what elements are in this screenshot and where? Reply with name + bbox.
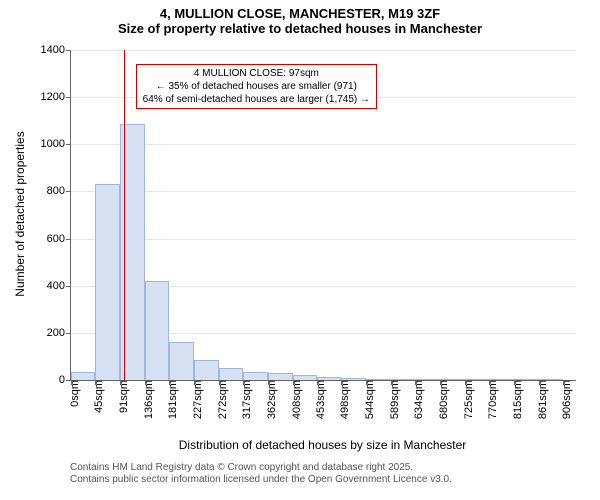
xtick-label: 272sqm xyxy=(211,380,229,419)
ytick-label: 1400 xyxy=(41,44,71,56)
footnote-line1: Contains HM Land Registry data © Crown c… xyxy=(70,462,452,474)
bar xyxy=(95,184,120,380)
xtick-label: 45sqm xyxy=(87,380,105,413)
chart-container: 4, MULLION CLOSE, MANCHESTER, M19 3ZF Si… xyxy=(0,0,600,500)
ytick-label: 600 xyxy=(47,233,71,245)
footnote-line2: Contains public sector information licen… xyxy=(70,474,452,486)
xtick-label: 906sqm xyxy=(555,380,573,419)
annotation-line3: 64% of semi-detached houses are larger (… xyxy=(143,93,370,106)
plot-area: 4 MULLION CLOSE: 97sqm ← 35% of detached… xyxy=(70,50,576,381)
bar xyxy=(268,373,293,380)
y-axis-label: Number of detached properties xyxy=(13,114,27,314)
marker-line xyxy=(124,50,126,380)
gridline xyxy=(71,191,576,192)
bar xyxy=(194,360,218,380)
bar xyxy=(219,368,243,380)
xtick-label: 0sqm xyxy=(63,380,81,407)
annotation-line2: ← 35% of detached houses are smaller (97… xyxy=(143,80,370,93)
xtick-label: 498sqm xyxy=(333,380,351,419)
xtick-label: 815sqm xyxy=(506,380,524,419)
xtick-label: 861sqm xyxy=(531,380,549,419)
gridline xyxy=(71,144,576,145)
xtick-label: 408sqm xyxy=(285,380,303,419)
ytick-label: 200 xyxy=(47,327,71,339)
title-line2: Size of property relative to detached ho… xyxy=(0,21,600,36)
xtick-label: 544sqm xyxy=(358,380,376,419)
xtick-label: 227sqm xyxy=(186,380,204,419)
xtick-label: 91sqm xyxy=(112,380,130,413)
chart-title: 4, MULLION CLOSE, MANCHESTER, M19 3ZF Si… xyxy=(0,6,600,36)
gridline xyxy=(71,50,576,51)
xtick-label: 362sqm xyxy=(260,380,278,419)
xtick-label: 634sqm xyxy=(407,380,425,419)
ytick-label: 400 xyxy=(47,280,71,292)
ytick-label: 800 xyxy=(47,185,71,197)
xtick-label: 181sqm xyxy=(161,380,179,419)
ytick-label: 1000 xyxy=(41,138,71,150)
xtick-label: 136sqm xyxy=(137,380,155,419)
gridline xyxy=(71,239,576,240)
annotation-box: 4 MULLION CLOSE: 97sqm ← 35% of detached… xyxy=(136,64,377,109)
ytick-label: 1200 xyxy=(41,91,71,103)
footnote: Contains HM Land Registry data © Crown c… xyxy=(70,462,452,486)
x-axis-label: Distribution of detached houses by size … xyxy=(70,438,575,452)
xtick-label: 680sqm xyxy=(432,380,450,419)
bar xyxy=(169,342,194,380)
bar xyxy=(71,372,95,380)
xtick-label: 725sqm xyxy=(457,380,475,419)
annotation-line1: 4 MULLION CLOSE: 97sqm xyxy=(143,67,370,80)
xtick-label: 453sqm xyxy=(309,380,327,419)
xtick-label: 770sqm xyxy=(481,380,499,419)
title-line1: 4, MULLION CLOSE, MANCHESTER, M19 3ZF xyxy=(0,6,600,21)
xtick-label: 317sqm xyxy=(235,380,253,419)
xtick-label: 589sqm xyxy=(383,380,401,419)
bar xyxy=(243,372,267,380)
bar xyxy=(145,281,169,380)
